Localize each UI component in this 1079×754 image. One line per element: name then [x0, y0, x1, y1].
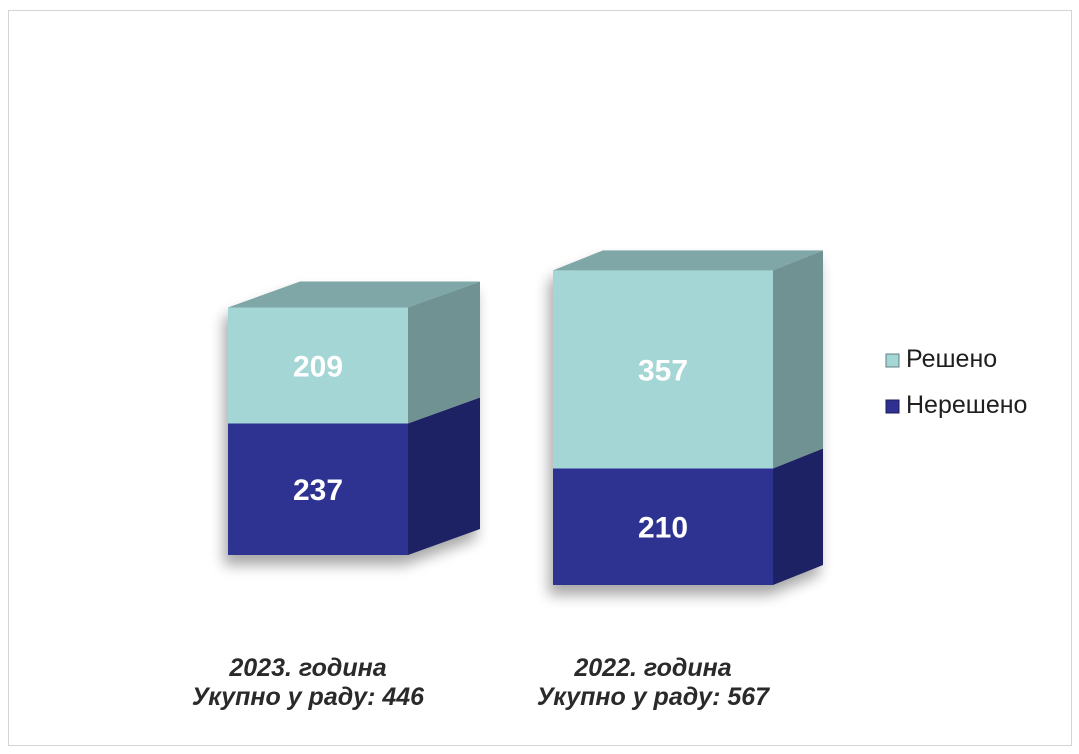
bar-1-нерешено-side	[773, 448, 823, 585]
bars-group: 237 209 210 357	[228, 250, 823, 585]
bar-0-решено-top	[228, 281, 480, 308]
legend: Решено Нерешено	[885, 345, 1027, 419]
legend-swatch-нерешено	[885, 399, 900, 414]
bar-0-нерешено-side	[408, 397, 480, 555]
bar-1-нерешено-front	[553, 468, 773, 585]
legend-item-решено: Решено	[885, 345, 997, 373]
bar-0-нерешено-value-label: 237	[293, 474, 343, 507]
bar-1-решено-top	[553, 250, 823, 271]
legend-label-решено: Решено	[906, 345, 997, 373]
category-label-1-year: 2022. година	[573, 654, 731, 682]
bar-1	[553, 250, 823, 585]
bar-0-нерешено-front	[228, 423, 408, 555]
category-label-1-total: Укупно у раду: 567	[537, 683, 770, 711]
bar-0	[228, 281, 480, 555]
category-label-0-year: 2023. година	[228, 654, 386, 682]
bar-1-решено-value-label: 357	[638, 354, 688, 387]
legend-label-нерешено: Нерешено	[906, 391, 1027, 419]
bar-1-решено-front	[553, 270, 773, 469]
chart-frame	[8, 10, 1072, 746]
legend-swatch-решено	[885, 353, 900, 368]
category-label-0-total: Укупно у раду: 446	[192, 683, 425, 711]
bar-0-решено-side	[408, 281, 480, 424]
bar-1-нерешено-value-label: 210	[638, 512, 688, 545]
bar-0-решено-front	[228, 307, 408, 424]
legend-item-нерешено: Нерешено	[885, 391, 1027, 419]
bar-0-решено-value-label: 209	[293, 350, 343, 383]
bar-1-решено-side	[773, 250, 823, 469]
